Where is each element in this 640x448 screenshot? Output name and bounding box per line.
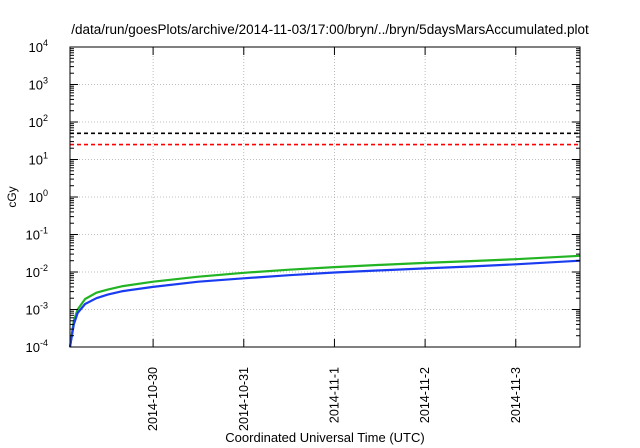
grid <box>70 47 580 347</box>
y-tick-label: 102 <box>29 113 48 130</box>
y-tick-label: 103 <box>29 76 48 93</box>
x-tick-label: 2014-11-2 <box>418 367 432 423</box>
series-group <box>68 254 581 348</box>
x-tick-label: 2014-11-3 <box>509 367 523 423</box>
y-tick-label: 10-4 <box>26 338 48 355</box>
y-tick-label: 101 <box>29 151 48 168</box>
series-line-2 <box>68 259 581 348</box>
y-axis-label: cGy <box>5 186 19 207</box>
chart-title: /data/run/goesPlots/archive/2014-11-03/1… <box>71 22 589 37</box>
x-tick-label: 2014-11-1 <box>327 367 341 423</box>
x-axis: 2014-10-30 2014-10-31 2014-11-1 2014-11-2 20… <box>146 47 523 431</box>
y-axis: 10-4 10-3 10-2 10-1 100 101 102 103 104 <box>26 38 580 355</box>
reference-lines <box>70 132 580 146</box>
y-tick-label: 10-1 <box>26 226 48 243</box>
y-tick-label: 10-2 <box>26 263 48 280</box>
y-tick-label: 100 <box>29 188 48 205</box>
y-tick-label: 104 <box>29 38 48 55</box>
y-tick-label: 10-3 <box>26 301 48 318</box>
x-axis-label: Coordinated Universal Time (UTC) <box>225 430 424 445</box>
series-line-1 <box>68 254 581 348</box>
x-tick-label: 2014-10-31 <box>237 367 251 431</box>
x-tick-label: 2014-10-30 <box>146 367 160 431</box>
